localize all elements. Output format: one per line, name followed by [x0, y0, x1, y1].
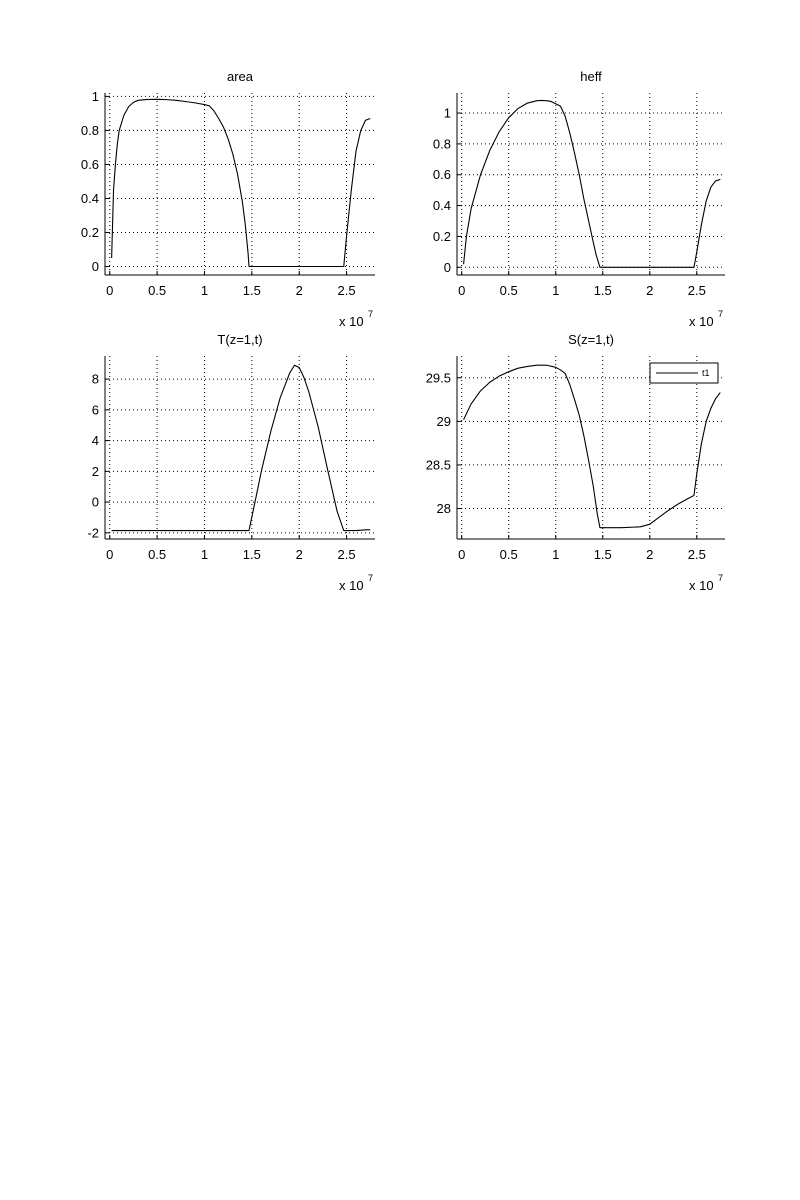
chart-panel-1: 0 0.5 1 1.5 2 2.5 0 0.2 0.4 0.6 0.8 1 area x 10 7	[81, 69, 375, 329]
x-exponent-label: x 10	[339, 314, 364, 329]
legend-entry-label: t1	[702, 368, 710, 378]
chart-panel-4: 0 0.5 1 1.5 2 2.5 28 28.5 29 29.5 S(z=1,t) x 10 7 t1	[426, 332, 725, 593]
y-tick-label: 0.4	[433, 198, 451, 213]
x-tick-label: 1.5	[594, 283, 612, 298]
y-tick-label: 29.5	[426, 370, 451, 385]
series-line-1	[111, 364, 371, 532]
legend: t1	[649, 362, 719, 384]
series-line-1	[463, 99, 721, 268]
x-tick-label: 2.5	[688, 283, 706, 298]
x-tick-label: 1	[201, 547, 208, 562]
x-tick-label: 2	[646, 283, 653, 298]
x-exponent-power: 7	[718, 309, 723, 319]
chart-panel-2: 0 0.5 1 1.5 2 2.5 0 0.2 0.4 0.6 0.8 1 heff x 10 7	[433, 69, 725, 329]
y-tick-label: 0.2	[81, 225, 99, 240]
y-tick-label: -2	[87, 525, 99, 540]
x-tick-label: 0	[458, 283, 465, 298]
y-tick-label: 0	[92, 259, 99, 274]
chart-title: area	[227, 69, 254, 84]
series-line-1	[111, 98, 371, 268]
x-exponent-power: 7	[368, 573, 373, 583]
x-tick-label: 0	[106, 547, 113, 562]
y-tick-label: 1	[92, 89, 99, 104]
x-tick-label: 2	[296, 547, 303, 562]
y-tick-label: 28	[437, 501, 451, 516]
x-tick-label: 2.5	[338, 547, 356, 562]
x-tick-label: 0	[106, 283, 113, 298]
x-exponent-power: 7	[368, 309, 373, 319]
y-tick-label: 0.2	[433, 229, 451, 244]
y-tick-label: 0.6	[81, 157, 99, 172]
chart-title: S(z=1,t)	[568, 332, 614, 347]
x-tick-label: 0	[458, 547, 465, 562]
x-exponent-power: 7	[718, 573, 723, 583]
y-tick-label: 1	[444, 106, 451, 121]
y-tick-label: 0.8	[81, 123, 99, 138]
x-tick-label: 0.5	[148, 283, 166, 298]
x-exponent-label: x 10	[689, 314, 714, 329]
y-tick-label: 4	[92, 433, 99, 448]
y-tick-label: 8	[92, 372, 99, 387]
y-tick-label: 0	[444, 260, 451, 275]
y-tick-label: 0.4	[81, 191, 99, 206]
x-tick-label: 0.5	[148, 547, 166, 562]
y-tick-label: 28.5	[426, 457, 451, 472]
x-tick-label: 1.5	[243, 547, 261, 562]
y-tick-label: 29	[437, 414, 451, 429]
x-tick-label: 2	[296, 283, 303, 298]
x-tick-label: 0.5	[500, 283, 518, 298]
y-tick-label: 2	[92, 464, 99, 479]
chart-title: heff	[580, 69, 602, 84]
chart-title: T(z=1,t)	[217, 332, 262, 347]
x-tick-label: 1	[552, 547, 559, 562]
x-exponent-label: x 10	[689, 578, 714, 593]
x-tick-label: 2.5	[338, 283, 356, 298]
x-tick-label: 1.5	[594, 547, 612, 562]
series-line-1	[463, 364, 721, 529]
y-tick-label: 6	[92, 402, 99, 417]
x-exponent-label: x 10	[339, 578, 364, 593]
chart-panel-3: 0 0.5 1 1.5 2 2.5 -2 0 2 4 6 8 T(z=1,t) x 10 7	[87, 332, 375, 593]
y-tick-label: 0.8	[433, 136, 451, 151]
x-tick-label: 1	[552, 283, 559, 298]
x-tick-label: 1.5	[243, 283, 261, 298]
x-tick-label: 2.5	[688, 547, 706, 562]
x-tick-label: 1	[201, 283, 208, 298]
x-tick-label: 2	[646, 547, 653, 562]
y-tick-label: 0.6	[433, 167, 451, 182]
x-tick-label: 0.5	[500, 547, 518, 562]
y-tick-label: 0	[92, 495, 99, 510]
